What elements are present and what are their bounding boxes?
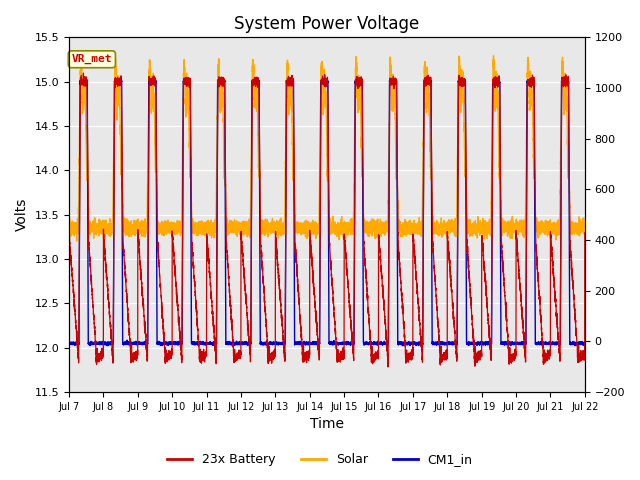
Text: VR_met: VR_met [72,54,112,64]
X-axis label: Time: Time [310,418,344,432]
Title: System Power Voltage: System Power Voltage [234,15,420,33]
Legend: 23x Battery, Solar, CM1_in: 23x Battery, Solar, CM1_in [163,448,477,471]
Y-axis label: Volts: Volts [15,198,29,231]
